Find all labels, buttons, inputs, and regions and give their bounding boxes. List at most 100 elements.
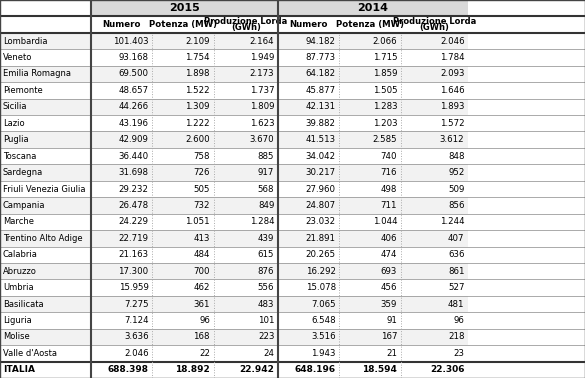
Bar — [214, 132, 278, 148]
Text: 6.548: 6.548 — [311, 316, 336, 325]
Bar — [0, 279, 91, 296]
Bar — [339, 33, 401, 49]
Text: Sardegna: Sardegna — [3, 168, 43, 177]
Text: 527: 527 — [448, 283, 464, 292]
Text: 1.051: 1.051 — [185, 217, 210, 226]
Text: 42.909: 42.909 — [119, 135, 149, 144]
Text: Sicilia: Sicilia — [3, 102, 27, 112]
Text: 3.612: 3.612 — [440, 135, 464, 144]
Text: 23.032: 23.032 — [306, 217, 336, 226]
Bar — [214, 345, 278, 362]
Bar — [278, 312, 339, 329]
Bar — [152, 214, 214, 230]
Text: 498: 498 — [381, 184, 397, 194]
Bar — [339, 329, 401, 345]
Text: 1.572: 1.572 — [440, 119, 464, 128]
Text: 29.232: 29.232 — [119, 184, 149, 194]
Bar — [339, 148, 401, 164]
Text: Umbria: Umbria — [3, 283, 33, 292]
Text: 2.173: 2.173 — [250, 70, 274, 79]
Bar — [339, 312, 401, 329]
Bar — [278, 362, 339, 378]
Text: 2.600: 2.600 — [185, 135, 210, 144]
Text: 18.594: 18.594 — [362, 365, 397, 374]
Text: 439: 439 — [258, 234, 274, 243]
Bar — [91, 148, 152, 164]
Bar — [0, 0, 91, 16]
Bar — [91, 362, 152, 378]
Bar — [91, 99, 152, 115]
Bar — [401, 132, 468, 148]
Bar — [91, 0, 278, 16]
Text: 615: 615 — [258, 250, 274, 259]
Text: 758: 758 — [194, 152, 210, 161]
Text: 952: 952 — [448, 168, 464, 177]
Bar — [278, 197, 339, 214]
Text: 688.398: 688.398 — [108, 365, 149, 374]
Text: 849: 849 — [258, 201, 274, 210]
Bar — [339, 279, 401, 296]
Bar — [339, 16, 401, 33]
Text: 1.949: 1.949 — [250, 53, 274, 62]
Bar — [91, 66, 152, 82]
Bar — [152, 246, 214, 263]
Bar — [91, 164, 152, 181]
Bar — [401, 296, 468, 312]
Bar — [91, 181, 152, 197]
Bar — [0, 329, 91, 345]
Text: 885: 885 — [258, 152, 274, 161]
Text: 24.229: 24.229 — [119, 217, 149, 226]
Bar — [401, 99, 468, 115]
Bar — [214, 181, 278, 197]
Bar — [0, 82, 91, 99]
Text: Produzione Lorda: Produzione Lorda — [393, 17, 476, 26]
Text: Lazio: Lazio — [3, 119, 25, 128]
Text: 1.784: 1.784 — [440, 53, 464, 62]
Text: 556: 556 — [258, 283, 274, 292]
Bar — [278, 279, 339, 296]
Bar — [0, 214, 91, 230]
Text: 30.217: 30.217 — [306, 168, 336, 177]
Text: 41.513: 41.513 — [306, 135, 336, 144]
Text: 509: 509 — [448, 184, 464, 194]
Text: 167: 167 — [381, 332, 397, 341]
Text: Piemonte: Piemonte — [3, 86, 43, 95]
Text: Marche: Marche — [3, 217, 34, 226]
Text: (GWh): (GWh) — [230, 23, 261, 32]
Text: 1.646: 1.646 — [440, 86, 464, 95]
Bar — [278, 49, 339, 66]
Bar — [401, 279, 468, 296]
Text: 568: 568 — [258, 184, 274, 194]
Text: 2.164: 2.164 — [250, 37, 274, 46]
Bar — [152, 362, 214, 378]
Text: 483: 483 — [258, 299, 274, 308]
Text: 732: 732 — [194, 201, 210, 210]
Text: 20.265: 20.265 — [306, 250, 336, 259]
Bar — [0, 49, 91, 66]
Bar — [0, 345, 91, 362]
Text: 726: 726 — [194, 168, 210, 177]
Bar — [339, 115, 401, 132]
Text: 3.516: 3.516 — [311, 332, 336, 341]
Bar — [339, 214, 401, 230]
Bar — [401, 82, 468, 99]
Text: 101.403: 101.403 — [113, 37, 149, 46]
Bar — [401, 362, 468, 378]
Text: 96: 96 — [453, 316, 464, 325]
Text: 1.505: 1.505 — [373, 86, 397, 95]
Bar — [152, 345, 214, 362]
Text: 505: 505 — [194, 184, 210, 194]
Bar — [0, 148, 91, 164]
Text: 359: 359 — [381, 299, 397, 308]
Bar — [91, 132, 152, 148]
Bar — [339, 49, 401, 66]
Text: 1.244: 1.244 — [440, 217, 464, 226]
Text: 22.719: 22.719 — [119, 234, 149, 243]
Text: Toscana: Toscana — [3, 152, 36, 161]
Bar — [214, 49, 278, 66]
Text: 740: 740 — [381, 152, 397, 161]
Text: 168: 168 — [194, 332, 210, 341]
Bar — [214, 230, 278, 246]
Bar — [214, 296, 278, 312]
Text: 218: 218 — [448, 332, 464, 341]
